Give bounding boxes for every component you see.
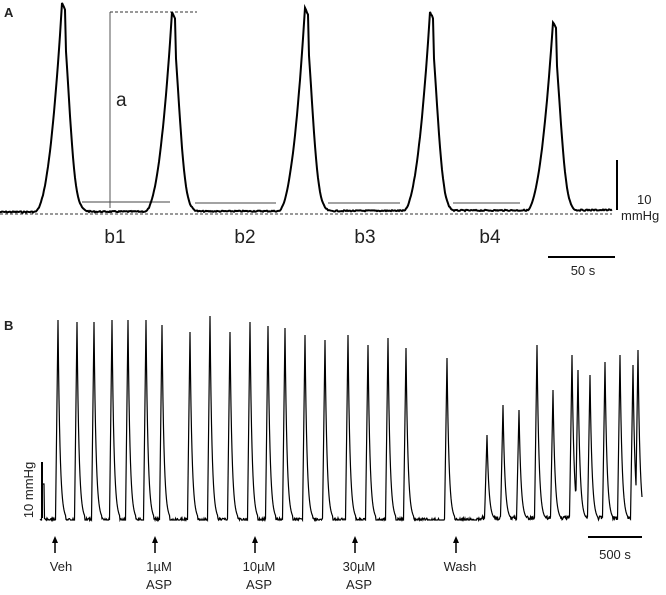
- arrow-head: [453, 536, 459, 543]
- panel-label: A: [4, 5, 14, 20]
- scale-label: 500 s: [599, 547, 631, 562]
- interval-label: b3: [354, 227, 375, 248]
- panel-label: B: [4, 318, 13, 333]
- marker-label: 1µM: [146, 559, 172, 574]
- marker-label: 10µM: [243, 559, 276, 574]
- scale-label: mmHg: [621, 208, 659, 223]
- amplitude-label: a: [116, 90, 127, 111]
- pressure-trace: [0, 2, 613, 214]
- interval-label: b2: [234, 227, 255, 248]
- marker-label: 30µM: [343, 559, 376, 574]
- arrow-head: [152, 536, 158, 543]
- scale-label: 10 mmHg: [21, 462, 36, 518]
- interval-label: b4: [479, 227, 501, 248]
- marker-label: ASP: [346, 577, 372, 592]
- arrow-head: [52, 536, 58, 543]
- marker-label: ASP: [146, 577, 172, 592]
- interval-label: b1: [104, 227, 125, 248]
- scale-label: 50 s: [571, 263, 596, 278]
- marker-label: ASP: [246, 577, 272, 592]
- marker-label: Wash: [444, 559, 477, 574]
- arrow-head: [352, 536, 358, 543]
- pressure-trace: [39, 315, 643, 523]
- arrow-head: [252, 536, 258, 543]
- marker-label: Veh: [50, 559, 72, 574]
- scale-label: 10: [637, 192, 651, 207]
